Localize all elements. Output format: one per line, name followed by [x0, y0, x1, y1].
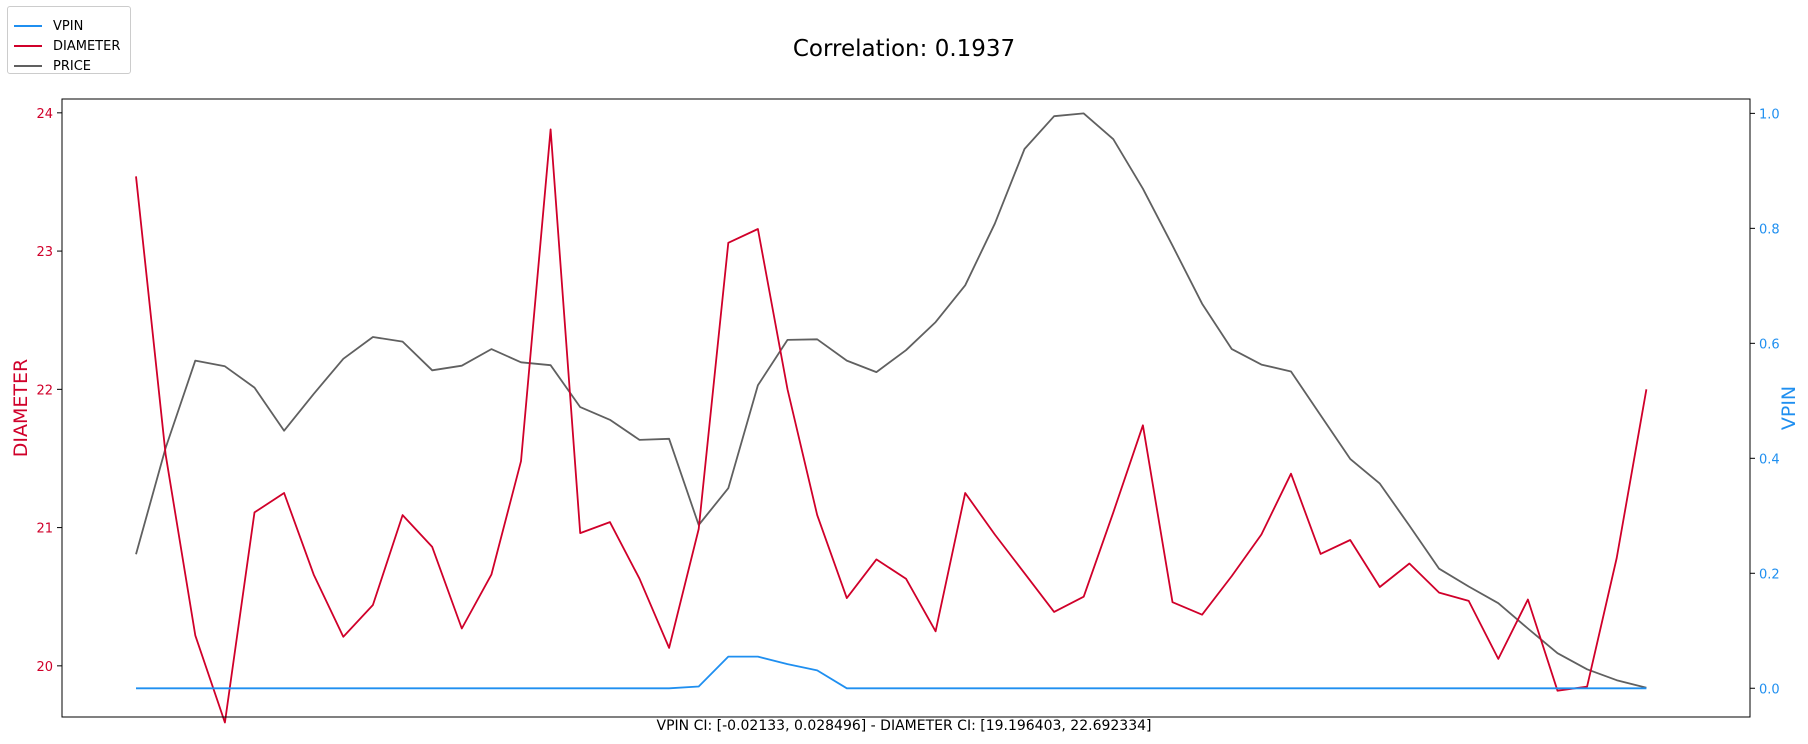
legend-swatch-price [14, 65, 42, 67]
y-left-tick-label: 20 [36, 660, 53, 675]
legend-swatch-vpin [14, 25, 42, 27]
series-layer [135, 112, 1648, 724]
legend: VPIN DIAMETER PRICE [7, 6, 131, 74]
y-right-tick-label: 0.8 [1759, 222, 1780, 237]
y-right-tick-label: 0.6 [1759, 337, 1780, 352]
y-right-tick-label: 1.0 [1759, 107, 1780, 122]
series-line-diameter [135, 128, 1648, 724]
legend-item-vpin: VPIN [14, 18, 84, 34]
legend-item-price: PRICE [14, 58, 91, 74]
x-axis-label: VPIN CI: [-0.02133, 0.028496] - DIAMETER… [656, 718, 1152, 734]
legend-label-vpin: VPIN [53, 18, 84, 34]
legend-label-price: PRICE [53, 58, 91, 74]
legend-label-diameter: DIAMETER [53, 38, 121, 54]
y-left-tick-label: 23 [36, 245, 53, 260]
y-left-tick-label: 24 [36, 107, 53, 122]
y-axis-left-label: DIAMETER [10, 359, 32, 457]
plot-frame [61, 98, 1751, 718]
y-right-tick-label: 0.2 [1759, 567, 1780, 582]
series-line-vpin [136, 655, 1647, 690]
legend-item-diameter: DIAMETER [14, 38, 121, 54]
right-axis: 0.0 0.2 0.4 0.6 0.8 1.0 [1750, 107, 1780, 697]
left-axis: 20 21 22 23 24 [36, 107, 62, 675]
y-right-tick-label: 0.0 [1759, 682, 1780, 697]
legend-swatch-diameter [14, 45, 42, 47]
y-left-tick-label: 22 [36, 383, 53, 398]
y-right-tick-label: 0.4 [1759, 452, 1780, 467]
chart-title: Correlation: 0.1937 [792, 36, 1016, 62]
series-line-price [135, 112, 1647, 689]
y-left-tick-label: 21 [36, 522, 53, 537]
y-axis-right-label: VPIN [1778, 386, 1800, 430]
plot-area [62, 99, 1750, 717]
